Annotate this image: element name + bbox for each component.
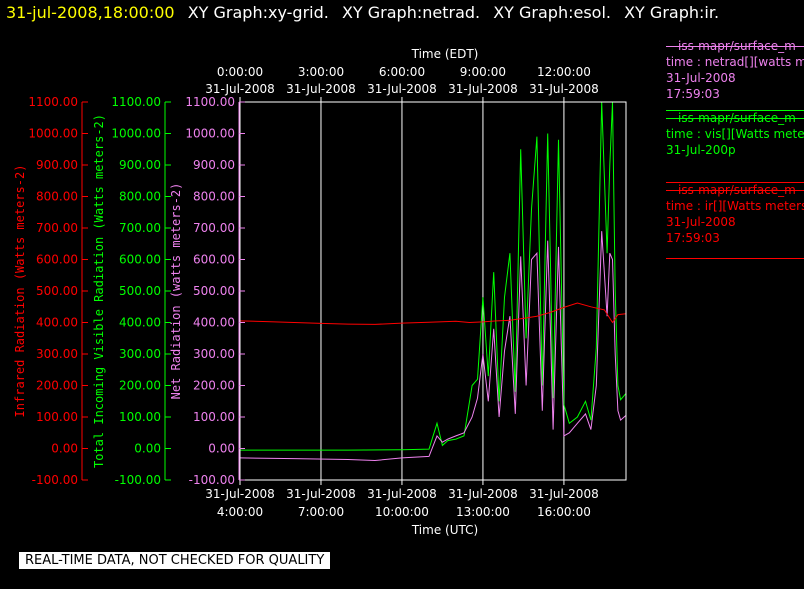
graph-name-ir: XY Graph:ir.	[624, 3, 720, 22]
y-tick-label-netrad: 400.00	[193, 316, 235, 330]
legend-divider	[666, 110, 804, 111]
y-tick-label-ir: -100.00	[32, 473, 78, 487]
y-tick-label-vis: 500.00	[119, 284, 161, 298]
x-top-tick-date: 31-Jul-2008	[448, 82, 518, 96]
y-tick-label-netrad: 300.00	[193, 347, 235, 361]
y-tick-label-vis: -100.00	[115, 473, 161, 487]
legend-line: 31-Jul-2008	[666, 71, 736, 85]
legend-line: 31-Jul-2008	[666, 215, 736, 229]
x-top-tick-time: 9:00:00	[460, 65, 506, 79]
plot-frame	[239, 101, 627, 481]
y-tick-label-ir: 800.00	[36, 190, 78, 204]
y-tick-label-ir: 200.00	[36, 379, 78, 393]
y-tick-label-vis: 900.00	[119, 158, 161, 172]
y-axis-title-vis: Total Incoming Visible Radiation (Watts …	[92, 114, 106, 468]
x-bottom-tick-date: 31-Jul-2008	[529, 487, 599, 501]
y-tick-label-vis: 700.00	[119, 221, 161, 235]
y-tick-label-netrad: 900.00	[193, 158, 235, 172]
x-bottom-axis-title: Time (UTC)	[411, 523, 478, 537]
quality-warning-banner: REAL-TIME DATA, NOT CHECKED FOR QUALITY	[19, 552, 331, 569]
y-tick-label-netrad: 200.00	[193, 379, 235, 393]
y-tick-label-vis: 400.00	[119, 316, 161, 330]
graph-name-xy-grid: XY Graph:xy-grid.	[187, 3, 329, 22]
y-tick-label-ir: 1100.00	[28, 95, 78, 109]
x-bottom-tick-time: 16:00:00	[537, 505, 591, 519]
legend-line: time : netrad[][watts m	[666, 55, 804, 69]
series-line-ir	[239, 302, 627, 325]
y-tick-label-vis: 0.00	[134, 442, 161, 456]
x-top-tick-time: 3:00:00	[298, 65, 344, 79]
series-lines	[239, 101, 627, 462]
series-line-vis	[240, 101, 627, 451]
timestamp: 31-jul-2008,18:00:00	[6, 3, 175, 22]
y-tick-label-netrad: 1000.00	[185, 127, 235, 141]
title-bar: 31-jul-2008,18:00:00 XY Graph:xy-grid. X…	[6, 3, 719, 22]
legend-divider	[666, 190, 804, 191]
y-tick-label-ir: 1000.00	[28, 127, 78, 141]
y-axis-title-ir: Infrared Radiation (Watts meters-2)	[13, 165, 27, 418]
x-top-tick-date: 31-Jul-2008	[367, 82, 437, 96]
legend-line: 17:59:03	[666, 231, 720, 245]
legend-divider	[666, 182, 804, 183]
graph-name-netrad: XY Graph:netrad.	[341, 3, 481, 22]
y-tick-label-vis: 800.00	[119, 190, 161, 204]
y-tick-label-vis: 100.00	[119, 410, 161, 424]
x-bottom-tick-date: 31-Jul-2008	[286, 487, 356, 501]
x-bottom-tick-date: 31-Jul-2008	[448, 487, 518, 501]
x-top-tick-time: 6:00:00	[379, 65, 425, 79]
y-tick-label-ir: 300.00	[36, 347, 78, 361]
series-line-netrad	[239, 231, 627, 462]
legend-line: 17:59:03	[666, 87, 720, 101]
legend-entry-ir: —iss-mapr/surface_m time : ir[][Watts me…	[666, 182, 804, 260]
y-tick-label-ir: 500.00	[36, 284, 78, 298]
y-tick-label-vis: 300.00	[119, 347, 161, 361]
x-bottom-tick-date: 31-Jul-2008	[367, 487, 437, 501]
y-tick-label-netrad: 800.00	[193, 190, 235, 204]
x-top-tick-date: 31-Jul-2008	[529, 82, 599, 96]
y-axis-title-netrad: Net Radiation (watts meters-2)	[169, 183, 183, 400]
x-bottom-tick-time: 13:00:00	[456, 505, 510, 519]
y-tick-label-netrad: 1100.00	[185, 95, 235, 109]
legend-line: time : ir[][Watts meters	[666, 199, 804, 213]
y-tick-label-vis: 200.00	[119, 379, 161, 393]
y-tick-label-ir: 900.00	[36, 158, 78, 172]
legend-entry-vis: —iss-mapr/surface_m time : vis[][Watts m…	[666, 110, 804, 174]
x-bottom-tick-time: 4:00:00	[217, 505, 263, 519]
y-tick-label-vis: 1000.00	[111, 127, 161, 141]
x-top-tick-time: 0:00:00	[217, 65, 263, 79]
x-top-axis-title: Time (EDT)	[411, 47, 479, 61]
y-tick-label-netrad: -100.00	[189, 473, 235, 487]
y-tick-label-netrad: 500.00	[193, 284, 235, 298]
legend-entry-netrad: —iss-mapr/surface_m time : netrad[][watt…	[666, 38, 804, 114]
y-tick-label-netrad: 700.00	[193, 221, 235, 235]
legend-divider	[666, 46, 804, 47]
y-tick-label-netrad: 600.00	[193, 253, 235, 267]
x-top-tick-date: 31-Jul-2008	[286, 82, 356, 96]
x-bottom-tick-time: 7:00:00	[298, 505, 344, 519]
legend-divider	[666, 258, 804, 259]
x-top-tick-date: 31-Jul-2008	[205, 82, 275, 96]
x-top-tick-time: 12:00:00	[537, 65, 591, 79]
legend-line: time : vis[][Watts meter	[666, 127, 804, 141]
y-tick-label-netrad: 100.00	[193, 410, 235, 424]
x-bottom-tick-date: 31-Jul-2008	[205, 487, 275, 501]
y-tick-label-vis: 1100.00	[111, 95, 161, 109]
grid-lines	[239, 102, 565, 480]
axes: 31-Jul-2008 4:00:00 31-Jul-2008 7:00:00 31-J…	[13, 47, 599, 537]
graph-name-esol: XY Graph:esol.	[493, 3, 611, 22]
y-tick-label-vis: 600.00	[119, 253, 161, 267]
y-tick-label-ir: 400.00	[36, 316, 78, 330]
legend-line: 31-Jul-200p	[666, 143, 736, 157]
x-bottom-tick-time: 10:00:00	[375, 505, 429, 519]
y-tick-label-ir: 700.00	[36, 221, 78, 235]
legend-divider	[666, 118, 804, 119]
y-tick-label-ir: 100.00	[36, 410, 78, 424]
y-tick-label-netrad: 0.00	[208, 442, 235, 456]
y-tick-label-ir: 0.00	[51, 442, 78, 456]
y-tick-label-ir: 600.00	[36, 253, 78, 267]
